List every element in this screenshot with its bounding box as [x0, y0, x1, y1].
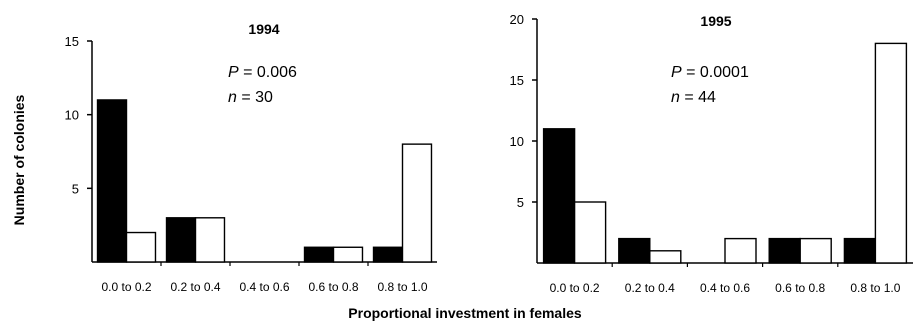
- y-tick-label: 15: [65, 34, 79, 49]
- bar-filled: [372, 246, 404, 263]
- n-annotation: n = 44: [671, 89, 716, 106]
- y-axis-label: Number of colonies: [11, 94, 27, 225]
- chart-title: 1994: [248, 21, 279, 37]
- chart-panel-1995: 1995 5 10 15 20 0.0 to 0.2 0.2 to 0.4 0.4 to 0.…: [510, 12, 913, 295]
- bar-filled: [165, 217, 197, 263]
- p-value-annotation: P = 0.006: [228, 64, 297, 81]
- y-tick-label: 15: [510, 73, 524, 88]
- bar-open: [799, 237, 832, 264]
- bar-open: [649, 250, 682, 264]
- y-tick-label: 10: [510, 134, 524, 149]
- chart-title: 1995: [700, 13, 731, 29]
- x-tick-label: 0.8 to 1.0: [850, 281, 900, 295]
- bar-filled: [768, 237, 801, 264]
- bar-filled: [618, 237, 651, 264]
- x-tick-label: 0.2 to 0.4: [625, 281, 675, 295]
- bar-filled: [542, 128, 576, 264]
- x-tick-label: 0.0 to 0.2: [550, 281, 600, 295]
- bar-filled: [96, 99, 128, 263]
- bar-open: [125, 231, 157, 263]
- p-value-annotation: P = 0.0001: [671, 64, 749, 81]
- y-tick-label: 10: [65, 108, 79, 123]
- n-annotation: n = 30: [228, 89, 273, 106]
- x-tick-label: 0.8 to 1.0: [377, 280, 427, 294]
- x-tick-label: 0.6 to 0.8: [308, 280, 358, 294]
- y-tick-label: 5: [72, 181, 79, 196]
- bar-filled: [303, 246, 335, 263]
- x-axis-label: Proportional investment in females: [348, 305, 582, 321]
- bar-open: [724, 237, 757, 264]
- bar-open: [573, 201, 607, 264]
- bar-filled: [843, 237, 877, 264]
- y-tick-label: 20: [510, 12, 524, 27]
- x-tick-label: 0.2 to 0.4: [170, 280, 220, 294]
- bar-open: [194, 217, 226, 263]
- x-tick-label: 0.0 to 0.2: [101, 280, 151, 294]
- bar-open: [332, 246, 364, 263]
- chart-panel-1994: 1994 5 10 15 0.0 to 0.2 0.2 to 0.4 0.4 to 0.6 0…: [65, 21, 437, 294]
- x-tick-label: 0.6 to 0.8: [775, 281, 825, 295]
- bar-open: [874, 42, 908, 264]
- x-tick-label: 0.4 to 0.6: [239, 280, 289, 294]
- bar-open: [401, 143, 433, 263]
- x-tick-label: 0.4 to 0.6: [700, 281, 750, 295]
- y-tick-label: 5: [517, 195, 524, 210]
